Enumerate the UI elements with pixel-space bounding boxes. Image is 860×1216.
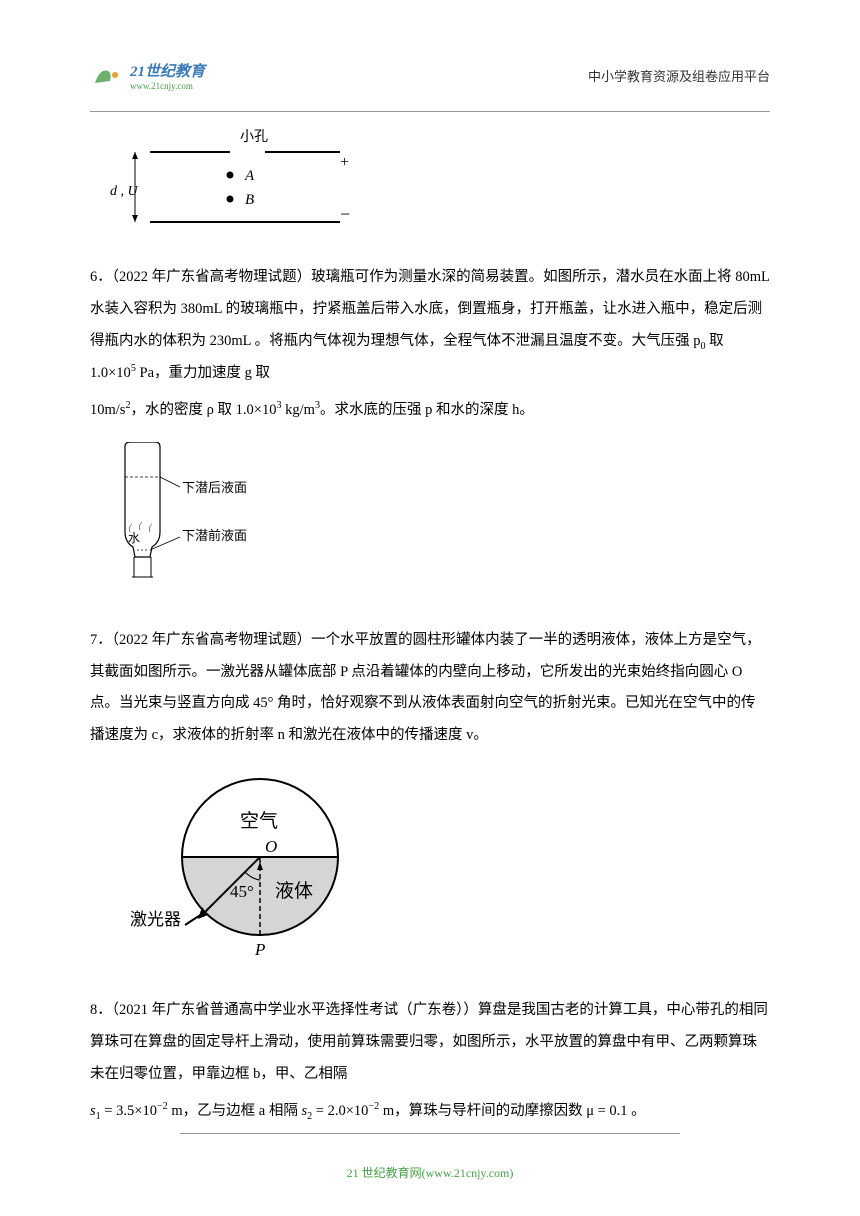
- label-hole: 小孔: [240, 129, 268, 145]
- plus-sign: +: [340, 154, 349, 171]
- question-7: 7．（2022 年广东省高考物理试题）一个水平放置的圆柱形罐体内装了一半的透明液…: [90, 625, 770, 753]
- diagram-bottle: 下潜后液面 下潜前液面 水: [110, 442, 770, 605]
- q6-text2: ，重力加速度 g 取: [154, 365, 270, 381]
- logo-icon: [90, 63, 125, 88]
- logo-url: www.21cnjy.com: [130, 81, 205, 91]
- q7-source: （2022 年广东省高考物理试题）: [112, 632, 311, 648]
- laser-label: 激光器: [130, 910, 181, 929]
- q6-text3: ，水的密度 ρ 取: [131, 402, 233, 418]
- q7-text1: 一个水平放置的圆柱形罐体内装了一半的透明液体，液体上方是空气，其截面如图所示。一…: [90, 632, 761, 744]
- q7-prefix: 7．: [90, 632, 112, 648]
- question-8: 8．（2021 年广东省普通高中学业水平选择性考试（广东卷））算盘是我国古老的计…: [90, 995, 770, 1091]
- d-u-label: d , U: [110, 184, 139, 199]
- q8-prefix: 8．: [90, 1002, 112, 1018]
- point-a-label: A: [244, 168, 255, 184]
- q6-source: （2022 年广东省高考物理试题）: [112, 269, 311, 285]
- q8-source: （2021 年广东省普通高中学业水平选择性考试（广东卷））: [112, 1002, 478, 1018]
- diagram-capacitor: 小孔 + − A B d , U: [110, 127, 770, 242]
- q6-text4: 。求水底的压强 p 和水的深度 h。: [320, 402, 534, 418]
- question-6: 6．（2022 年广东省高考物理试题）玻璃瓶可作为测量水深的简易装置。如图所示，…: [90, 262, 770, 390]
- water-label: 水: [128, 531, 140, 545]
- q8-text2: ，乙与边框 a 相隔: [183, 1103, 298, 1119]
- logo-area: 21世纪教育 www.21cnjy.com: [90, 60, 205, 91]
- bottle-label1: 下潜后液面: [182, 480, 247, 495]
- o-label: O: [265, 837, 277, 856]
- logo-text-block: 21世纪教育 www.21cnjy.com: [130, 60, 205, 91]
- footer-text: 21 世纪教育网(www.21cnjy.com): [0, 1164, 860, 1181]
- content-body: 6．（2022 年广东省高考物理试题）玻璃瓶可作为测量水深的简易装置。如图所示，…: [90, 262, 770, 1128]
- q6-p0: p0: [693, 333, 705, 349]
- header-divider: [90, 111, 770, 112]
- point-b-label: B: [245, 192, 254, 208]
- footer-divider: [180, 1133, 680, 1134]
- q8-text3: ，算珠与导杆间的动摩擦因数 μ = 0.1 。: [394, 1103, 646, 1119]
- diagram-cylinder: 45° 空气 液体 激光器 O P: [130, 767, 770, 975]
- page-header: 21世纪教育 www.21cnjy.com 中小学教育资源及组卷应用平台: [90, 60, 770, 91]
- angle-label: 45°: [230, 882, 254, 901]
- page-footer: 21 世纪教育网(www.21cnjy.com): [90, 1133, 770, 1134]
- liquid-label: 液体: [275, 880, 313, 902]
- bottle-label2: 下潜前液面: [182, 528, 247, 543]
- air-label: 空气: [240, 810, 278, 832]
- logo-brand: 21世纪教育: [130, 60, 205, 81]
- minus-sign: −: [340, 204, 350, 224]
- q6-prefix: 6．: [90, 269, 112, 285]
- header-right-text: 中小学教育资源及组卷应用平台: [588, 66, 770, 85]
- question-6-cont: 10m/s2，水的密度 ρ 取 1.0×103 kg/m3。求水底的压强 p 和…: [90, 395, 770, 427]
- p-label: P: [254, 940, 265, 959]
- question-8-cont: s1 = 3.5×10−2 m，乙与边框 a 相隔 s2 = 2.0×10−2 …: [90, 1096, 770, 1128]
